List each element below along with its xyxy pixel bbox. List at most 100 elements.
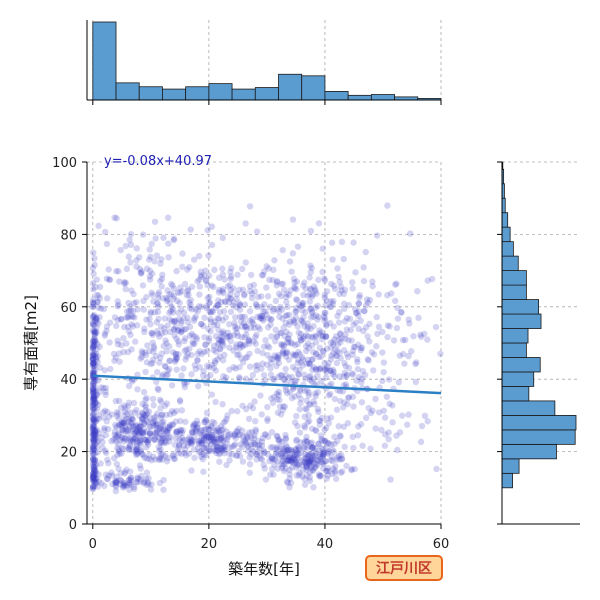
scatter-point	[321, 317, 328, 324]
scatter-point	[338, 238, 346, 246]
scatter-point	[90, 322, 98, 329]
scatter-point	[91, 427, 99, 434]
scatter-point	[190, 421, 197, 428]
scatter-point	[283, 328, 290, 336]
scatter-point	[133, 422, 140, 430]
scatter-point	[350, 239, 357, 246]
scatter-point	[290, 454, 297, 461]
scatter-point	[304, 444, 311, 452]
scatter-point	[215, 425, 222, 432]
scatter-point	[313, 290, 320, 297]
scatter-point	[172, 353, 180, 361]
scatter-point	[306, 461, 313, 468]
scatter-point	[117, 436, 124, 444]
scatter-point	[154, 308, 162, 316]
scatter-point	[122, 242, 129, 250]
scatter-point	[253, 228, 261, 235]
scatter-point	[206, 299, 213, 306]
scatter-point	[292, 458, 300, 465]
scatter-point	[281, 403, 289, 410]
scatter-point	[102, 449, 110, 456]
scatter-point	[95, 471, 102, 478]
scatter-point	[137, 423, 145, 430]
scatter-point	[221, 298, 229, 305]
scatter-point	[310, 398, 317, 405]
scatter-point	[216, 458, 223, 465]
scatter-point	[379, 377, 386, 385]
scatter-point	[214, 301, 222, 308]
scatter-point	[300, 282, 307, 289]
scatter-point	[279, 280, 287, 287]
scatter-point	[173, 355, 180, 363]
scatter-point	[93, 392, 100, 399]
scatter-point	[126, 480, 134, 487]
scatter-point	[369, 278, 376, 285]
scatter-point	[92, 475, 99, 483]
scatter-point	[182, 356, 189, 363]
scatter-point	[155, 443, 163, 451]
scatter-point	[248, 429, 255, 436]
scatter-point	[373, 313, 380, 321]
scatter-point	[261, 449, 268, 456]
scatter-point	[306, 291, 314, 298]
scatter-point	[114, 340, 122, 348]
scatter-point	[386, 400, 393, 407]
scatter-point	[250, 447, 257, 455]
scatter-point	[296, 351, 304, 358]
scatter-point	[276, 396, 283, 404]
scatter-point	[90, 423, 97, 430]
scatter-point	[118, 435, 126, 442]
scatter-point	[146, 276, 154, 283]
scatter-point	[90, 389, 97, 396]
scatter-point	[188, 467, 195, 474]
scatter-point	[240, 319, 248, 327]
scatter-point	[89, 321, 97, 328]
scatter-point	[153, 430, 160, 437]
scatter-point	[319, 332, 327, 340]
scatter-point	[99, 439, 106, 446]
scatter-point	[284, 389, 291, 397]
scatter-point	[152, 421, 160, 428]
scatter-point	[89, 402, 97, 409]
scatter-point	[184, 442, 191, 449]
scatter-point	[167, 411, 174, 418]
scatter-point	[271, 257, 278, 264]
scatter-point	[199, 450, 206, 458]
x-tick-label: 0	[89, 537, 97, 552]
scatter-point	[157, 424, 165, 431]
scatter-point	[217, 444, 224, 452]
scatter-point	[127, 303, 134, 310]
scatter-point	[238, 355, 245, 362]
scatter-point	[121, 480, 128, 487]
scatter-point	[215, 326, 222, 333]
scatter-point	[149, 395, 157, 403]
scatter-point	[373, 343, 380, 350]
scatter-point	[113, 267, 120, 275]
scatter-point	[293, 297, 301, 304]
scatter-point	[196, 363, 203, 371]
scatter-point	[194, 382, 202, 390]
scatter-point	[117, 421, 125, 428]
scatter-point	[358, 379, 365, 386]
scatter-point	[178, 407, 186, 414]
scatter-point	[321, 291, 329, 299]
scatter-point	[158, 330, 165, 337]
scatter-point	[206, 272, 213, 279]
scatter-point	[89, 449, 97, 456]
scatter-point	[240, 342, 247, 349]
scatter-point	[195, 303, 203, 310]
scatter-point	[149, 339, 156, 346]
scatter-point	[300, 314, 307, 321]
scatter-point	[198, 273, 205, 280]
scatter-point	[148, 240, 155, 248]
scatter-point	[131, 314, 138, 321]
scatter-point	[322, 333, 329, 340]
scatter-point	[320, 450, 328, 458]
scatter-point	[274, 443, 281, 451]
scatter-point	[294, 456, 301, 463]
scatter-point	[90, 483, 97, 490]
scatter-point	[90, 415, 98, 423]
scatter-point	[303, 438, 311, 445]
scatter-point	[135, 423, 143, 431]
scatter-point	[142, 412, 150, 419]
